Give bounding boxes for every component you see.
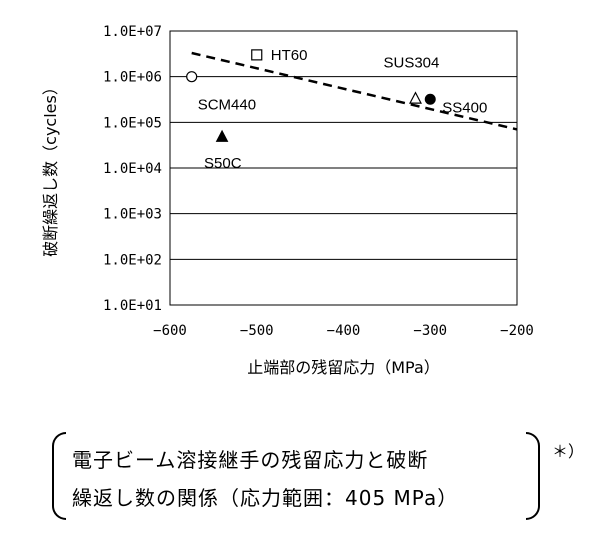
marker-ss400	[424, 93, 436, 105]
marker-ht60	[251, 49, 263, 61]
trend-line	[191, 51, 518, 131]
x-tick-label: −600	[153, 323, 187, 339]
y-tick-label: 1.0E+02	[103, 252, 162, 268]
point-label-sus304: SUS304	[384, 55, 440, 72]
x-tick-label: −500	[240, 323, 274, 339]
x-axis-label: 止端部の残留応力（MPa）	[247, 358, 440, 377]
chart: 1.0E+01 1.0E+02 1.0E+03 1.0E+04 1.0E+05 1.0E+…	[41, 24, 534, 377]
x-tick-labels: −600 −500 −400 −300 −200	[153, 323, 534, 339]
y-tick-label: 1.0E+05	[103, 115, 162, 131]
point-label-ht60: HT60	[271, 47, 308, 64]
y-axis-label: 破断繰返し数（cycles）	[41, 79, 60, 257]
point-label-scm440: SCM440	[198, 97, 256, 114]
caption-line-2: 繰返し数の関係（応力範囲：405 MPa）	[72, 486, 459, 510]
point-label-ss400: SS400	[442, 99, 487, 116]
caption-bracket-left	[52, 432, 66, 520]
point-label-s50c: S50C	[204, 155, 242, 172]
caption-note: ＊）	[552, 442, 585, 461]
y-tick-label: 1.0E+04	[103, 161, 162, 177]
y-tick-labels: 1.0E+01 1.0E+02 1.0E+03 1.0E+04 1.0E+05 1.0E+…	[103, 24, 162, 314]
caption-bracket-right	[526, 432, 540, 520]
marker-s50c	[215, 129, 229, 142]
y-tick-label: 1.0E+03	[103, 207, 162, 223]
y-tick-label: 1.0E+07	[103, 24, 162, 40]
x-tick-label: −400	[327, 323, 361, 339]
data-points: HT60 SCM440 SUS304 SS400 S50C	[186, 47, 487, 172]
figure-caption: 電子ビーム溶接継手の残留応力と破断 繰返し数の関係（応力範囲：405 MPa）	[52, 432, 540, 522]
x-tick-label: −300	[413, 323, 447, 339]
caption-line-1: 電子ビーム溶接継手の残留応力と破断	[72, 448, 429, 472]
y-tick-label: 1.0E+01	[103, 298, 162, 314]
plot-area	[169, 30, 518, 306]
marker-sus304	[409, 91, 422, 104]
marker-scm440	[186, 71, 198, 83]
y-tick-label: 1.0E+06	[103, 70, 162, 86]
x-tick-label: −200	[500, 323, 534, 339]
